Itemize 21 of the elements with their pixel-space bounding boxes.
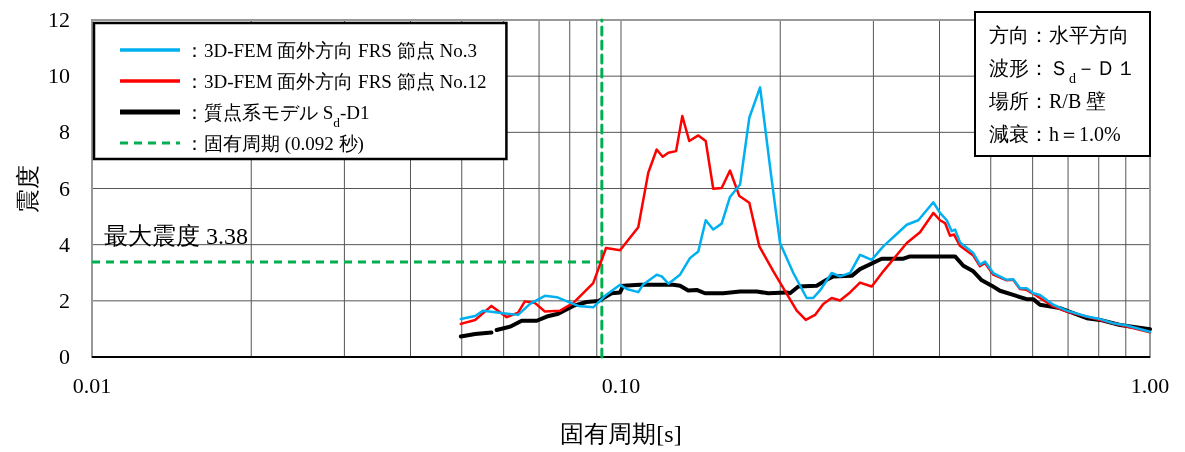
legend-label: ：3D-FEM 面外方向 FRS 節点 No.12: [185, 71, 487, 92]
x-tick-label: 0.01: [72, 373, 112, 398]
y-axis-title: 震度: [15, 164, 41, 213]
legend-label: ：質点系モデル S$_{d}$-D1: [185, 102, 370, 130]
y-tick-label: 2: [59, 287, 70, 313]
y-tick-label: 10: [48, 63, 70, 89]
y-tick-label: 6: [59, 175, 70, 201]
y-tick-label: 4: [59, 231, 70, 257]
legend-label: ：固有周期 (0.092 秒): [185, 133, 364, 155]
y-tick-label: 0: [59, 344, 70, 369]
x-tick-label: 1.00: [1130, 373, 1170, 398]
annotation: 方向：水平方向: [989, 24, 1129, 46]
legend-label: ：3D-FEM 面外方向 FRS 節点 No.3: [185, 40, 477, 61]
annotation: 減衰：h＝1.0%: [989, 123, 1121, 145]
ref-line-label: 最大震度 3.38: [104, 223, 248, 250]
x-axis-title: 固有周期[s]: [560, 421, 682, 447]
y-tick-label: 8: [59, 119, 70, 145]
annotation: 場所：R/B 壁: [988, 90, 1107, 112]
x-tick-label: 0.10: [601, 373, 641, 398]
y-tick-label: 12: [48, 7, 70, 32]
annotation: 波形：Ｓ$_{d}$－Ｄ１: [989, 57, 1136, 86]
